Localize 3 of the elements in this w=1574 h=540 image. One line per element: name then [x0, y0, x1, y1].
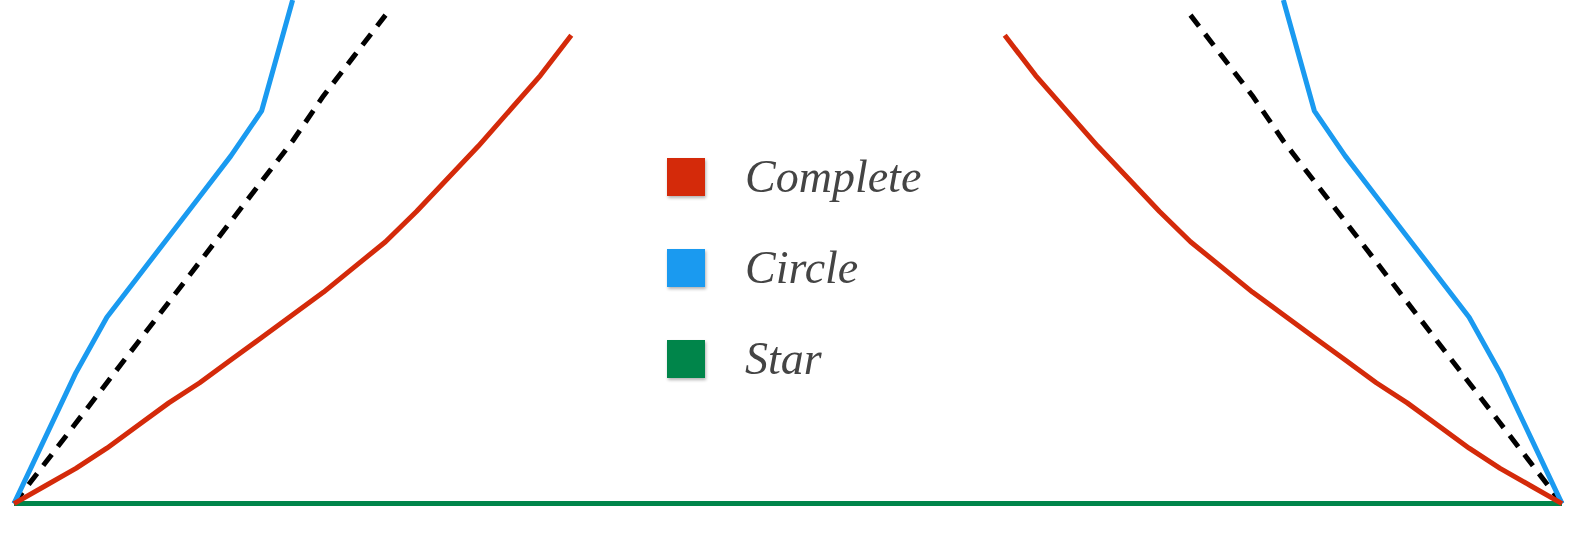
- legend-label: Complete: [745, 150, 922, 203]
- legend-label: Circle: [745, 241, 859, 294]
- legend-label: Star: [745, 332, 822, 385]
